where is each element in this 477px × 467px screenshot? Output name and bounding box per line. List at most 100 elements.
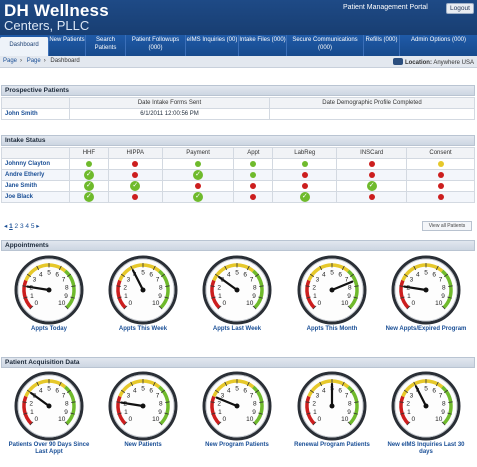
nav-tab-patient-followups[interactable]: Patient Followups (000) xyxy=(126,35,186,56)
svg-text:7: 7 xyxy=(156,277,160,284)
page-link[interactable]: 2 xyxy=(14,223,19,230)
breadcrumb-item[interactable]: Page xyxy=(3,58,18,64)
status-dot-icon xyxy=(195,160,202,167)
svg-text:1: 1 xyxy=(124,293,128,300)
svg-text:2: 2 xyxy=(406,401,410,408)
table-row: Joe Black ✓ ✓ ✓ xyxy=(1,191,475,203)
svg-text:4: 4 xyxy=(322,387,326,394)
svg-text:9: 9 xyxy=(64,409,68,416)
status-cell: ✓ xyxy=(336,180,408,192)
breadcrumb-item[interactable]: Page xyxy=(26,58,41,64)
status-dot-icon xyxy=(250,193,257,200)
gauge-label[interactable]: New eIMS Inquiries Last 30 days xyxy=(387,442,465,455)
gauge-label[interactable]: New Appts/Expired Program xyxy=(385,326,467,332)
svg-text:6: 6 xyxy=(55,271,59,278)
page-link[interactable]: 3 xyxy=(19,223,24,230)
next-page-icon[interactable]: ▸ xyxy=(36,223,40,230)
nav-tab-dashboard[interactable]: Dashboard xyxy=(0,37,49,56)
svg-text:4: 4 xyxy=(416,271,420,278)
nav-tab-admin-options[interactable]: Admin Options (000) xyxy=(410,37,467,43)
svg-text:0: 0 xyxy=(34,300,38,307)
svg-text:3: 3 xyxy=(316,393,320,400)
page-link[interactable]: 1 xyxy=(9,223,13,230)
svg-text:8: 8 xyxy=(348,285,352,292)
status-dot-icon xyxy=(301,182,308,189)
status-dot-icon xyxy=(437,160,444,167)
svg-text:1: 1 xyxy=(124,409,128,416)
logout-button[interactable]: Logout xyxy=(446,3,474,14)
svg-text:8: 8 xyxy=(348,401,352,408)
status-dot-icon xyxy=(368,193,375,200)
page-link[interactable]: 4 xyxy=(25,223,30,230)
nav-tab-new-patients[interactable]: New Patients xyxy=(49,35,86,56)
svg-text:5: 5 xyxy=(235,269,239,276)
brand-name: DH Wellness xyxy=(4,1,109,20)
gauge-label[interactable]: Renewal Program Patients xyxy=(294,442,370,448)
status-dot-icon xyxy=(437,182,444,189)
status-dot-icon xyxy=(250,182,257,189)
gauge-widget: 0 1 2 3 4 5 6 7 8 9 10 New Program Patients xyxy=(202,371,272,449)
patient-link[interactable]: Andre Etherly xyxy=(1,169,70,181)
svg-text:5: 5 xyxy=(424,269,428,276)
svg-text:7: 7 xyxy=(345,277,349,284)
gauge-widget: 012345678910Patients Over 90 Days Since … xyxy=(9,371,89,456)
status-cell: ✓ xyxy=(69,169,109,181)
column-header: HHF xyxy=(69,147,109,159)
gauge-label[interactable]: Patients Over 90 Days Since Last Appt xyxy=(8,442,90,455)
check-icon: ✓ xyxy=(83,192,94,202)
status-dot-icon xyxy=(132,160,139,167)
portal-title: Patient Management Portal xyxy=(343,4,428,11)
svg-text:10: 10 xyxy=(246,416,254,423)
page-link[interactable]: 5 xyxy=(30,223,35,230)
patient-link[interactable]: John Smith xyxy=(1,108,70,120)
gauge-label[interactable]: Appts This Week xyxy=(118,326,168,332)
gauge-label[interactable]: New Program Patients xyxy=(205,442,269,448)
prev-page-icon[interactable]: ◂ xyxy=(4,223,8,230)
gauge-label[interactable]: Appts This Month xyxy=(306,326,358,332)
patient-link[interactable]: Jane Smith xyxy=(1,180,70,192)
nav-tab-secure-communications[interactable]: Secure Communications (000) xyxy=(287,35,364,56)
gauge-label[interactable]: New Patients xyxy=(124,442,162,448)
breadcrumb-separator: › xyxy=(43,58,46,64)
column-header xyxy=(1,147,70,159)
svg-text:6: 6 xyxy=(338,271,342,278)
status-cell xyxy=(336,158,408,170)
nav-tab-intake-files[interactable]: Intake Files (000) xyxy=(239,35,287,56)
column-header: Appt xyxy=(233,147,274,159)
column-header: Payment xyxy=(161,147,235,159)
check-icon: ✓ xyxy=(299,192,310,202)
nav-tab-refills[interactable]: Refills (000) xyxy=(364,35,400,56)
nav-tab-eims-inquiries[interactable]: eIMS Inquiries (00) xyxy=(186,35,239,56)
gauge-label[interactable]: Appts Today xyxy=(31,326,67,332)
breadcrumb-separator: › xyxy=(20,58,23,64)
column-header: LabReg xyxy=(272,147,338,159)
brand-subtitle: Centers, PLLC xyxy=(4,18,90,33)
view-all-patients-button[interactable]: View all Patients xyxy=(422,221,472,231)
gauge-label[interactable]: Appts Last Week xyxy=(212,326,262,332)
svg-text:1: 1 xyxy=(313,293,317,300)
svg-text:10: 10 xyxy=(341,300,349,307)
nav-tab-search-patients[interactable]: Search Patients xyxy=(86,35,126,56)
patient-link[interactable]: Johnny Clayton xyxy=(1,158,70,170)
svg-text:3: 3 xyxy=(33,277,37,284)
svg-text:4: 4 xyxy=(322,271,326,278)
svg-text:9: 9 xyxy=(158,409,162,416)
breadcrumb: Page › Page › Dashboard xyxy=(3,58,83,64)
svg-text:8: 8 xyxy=(65,401,69,408)
svg-text:1: 1 xyxy=(407,293,411,300)
patient-link[interactable]: Joe Black xyxy=(1,191,70,203)
svg-text:0: 0 xyxy=(411,416,415,423)
svg-text:4: 4 xyxy=(39,387,43,394)
svg-text:0: 0 xyxy=(34,416,38,423)
svg-text:3: 3 xyxy=(316,277,320,284)
svg-text:7: 7 xyxy=(250,393,254,400)
status-cell xyxy=(406,180,475,192)
